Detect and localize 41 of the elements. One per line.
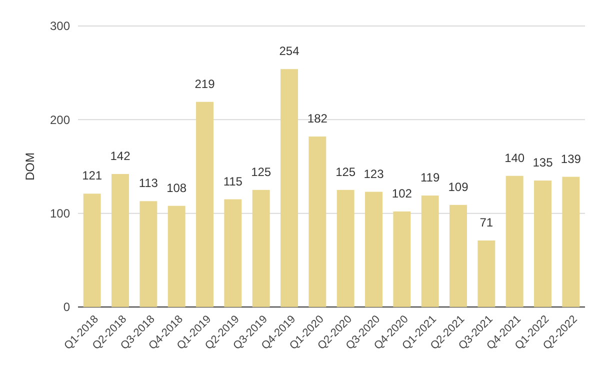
bar (421, 196, 439, 307)
data-label: 254 (279, 44, 300, 58)
bar (140, 201, 158, 307)
data-label: 123 (364, 166, 384, 181)
bar (478, 240, 496, 307)
data-label: 219 (194, 76, 216, 91)
data-label: 125 (336, 164, 356, 179)
bar (450, 204, 467, 307)
data-label: 182 (307, 112, 328, 126)
y-tick-label: 0 (63, 300, 70, 314)
data-label: 142 (110, 148, 131, 163)
bar (393, 211, 411, 307)
bar (168, 206, 186, 307)
y-tick-label: 200 (50, 112, 70, 127)
data-label: 125 (251, 164, 272, 179)
bar (562, 176, 580, 307)
data-label: 108 (166, 180, 187, 195)
bar (83, 194, 101, 307)
data-label: 135 (532, 156, 554, 170)
data-label: 119 (420, 170, 440, 185)
bar (336, 190, 354, 307)
data-label: 139 (560, 152, 582, 166)
bar (112, 174, 129, 307)
bar (252, 190, 270, 307)
y-tick-label: 100 (50, 206, 70, 221)
y-axis-title: DOM (23, 152, 37, 180)
bar (506, 176, 524, 307)
data-label: 109 (448, 180, 469, 194)
bar (308, 136, 326, 307)
data-label: 102 (392, 186, 412, 200)
bar (365, 192, 382, 307)
data-label: 140 (504, 150, 525, 165)
data-label: 115 (223, 174, 243, 188)
bar (534, 180, 552, 307)
data-label: 121 (82, 168, 102, 183)
data-label: 113 (138, 176, 158, 190)
y-tick-label: 300 (50, 19, 70, 34)
bar (224, 199, 242, 307)
bar (280, 69, 298, 307)
bar (196, 102, 214, 307)
data-label: 71 (480, 215, 494, 230)
